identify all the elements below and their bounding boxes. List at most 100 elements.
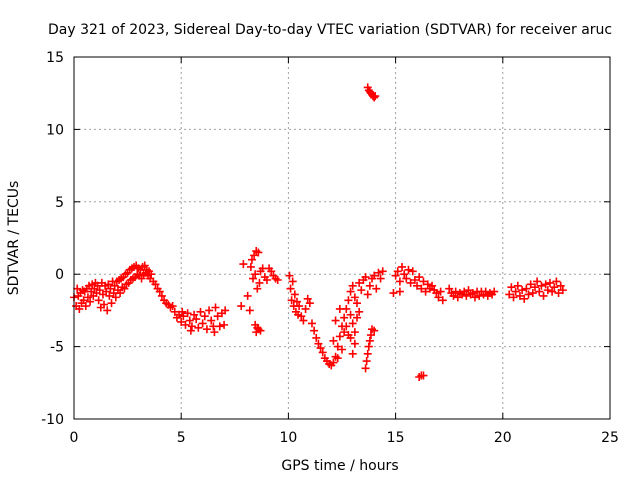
y-axis-label: SDTVAR / TECUs <box>6 181 22 296</box>
data-point <box>515 291 524 300</box>
data-point <box>210 328 219 337</box>
data-point <box>509 293 518 302</box>
data-point <box>366 331 375 340</box>
data-point <box>211 303 220 312</box>
data-point <box>362 357 371 366</box>
data-point <box>287 296 296 305</box>
data-point <box>285 271 294 280</box>
data-point <box>179 312 188 321</box>
data-point <box>370 326 379 335</box>
data-point <box>198 319 207 328</box>
data-point <box>220 320 229 329</box>
data-point <box>361 273 370 282</box>
data-point <box>432 289 441 298</box>
data-point <box>81 302 90 311</box>
data-point <box>417 284 426 293</box>
data-point <box>110 281 119 290</box>
data-point <box>342 322 351 331</box>
data-point <box>106 284 115 293</box>
data-point <box>239 260 248 269</box>
data-point <box>250 251 259 260</box>
data-point <box>288 277 297 286</box>
data-point <box>434 293 443 302</box>
data-point <box>190 310 199 319</box>
x-axis-label: GPS time / hours <box>281 458 398 474</box>
data-point <box>541 280 550 289</box>
data-point <box>410 275 419 284</box>
data-point <box>449 291 458 300</box>
x-tick-label: 0 <box>70 430 79 446</box>
data-point <box>246 262 255 271</box>
data-point <box>415 273 424 282</box>
data-point <box>363 290 372 299</box>
data-point <box>404 265 413 274</box>
data-point <box>286 284 295 293</box>
data-point <box>307 319 316 328</box>
data-point <box>365 336 374 345</box>
data-point <box>170 307 179 316</box>
data-point <box>194 323 203 332</box>
data-point <box>333 342 342 351</box>
data-point <box>558 286 567 295</box>
data-point <box>185 316 194 325</box>
data-point <box>310 326 319 335</box>
data-point <box>104 280 113 289</box>
data-point <box>539 291 548 300</box>
data-point <box>181 320 190 329</box>
y-tick-label: 10 <box>46 122 64 138</box>
data-point <box>505 290 514 299</box>
data-point <box>552 277 561 286</box>
data-point <box>335 332 344 341</box>
x-tick-label: 5 <box>177 430 186 446</box>
data-point <box>556 281 565 290</box>
chart-title: Day 321 of 2023, Sidereal Day-to-day VTE… <box>48 22 612 38</box>
data-point <box>254 248 263 257</box>
data-point <box>215 322 224 331</box>
data-point <box>290 290 299 299</box>
data-point <box>460 287 469 296</box>
data-point <box>245 306 254 315</box>
data-point <box>537 281 546 290</box>
data-point <box>243 291 252 300</box>
data-point <box>267 267 276 276</box>
data-point <box>75 304 84 313</box>
x-tick-label: 25 <box>601 430 619 446</box>
data-point <box>419 371 428 380</box>
data-point <box>350 339 359 348</box>
data-points <box>70 83 567 382</box>
data-point <box>348 319 357 328</box>
data-point <box>355 307 364 316</box>
data-point <box>370 93 379 102</box>
data-point <box>451 287 460 296</box>
data-point <box>314 339 323 348</box>
data-point <box>535 287 544 296</box>
x-tick-label: 20 <box>494 430 512 446</box>
data-point <box>292 297 301 306</box>
data-point <box>151 280 160 289</box>
data-point <box>481 287 490 296</box>
data-point <box>177 317 186 326</box>
data-point <box>464 286 473 295</box>
data-point <box>395 287 404 296</box>
data-point <box>348 349 357 358</box>
data-point <box>255 278 264 287</box>
data-point <box>273 275 282 284</box>
data-point <box>398 262 407 271</box>
data-point <box>178 307 187 316</box>
data-point <box>316 344 325 353</box>
data-point <box>462 291 471 300</box>
data-point <box>262 275 271 284</box>
data-point <box>364 342 373 351</box>
data-point <box>524 290 533 299</box>
x-tick-label: 10 <box>279 430 297 446</box>
data-point <box>402 274 411 283</box>
data-point <box>93 281 102 290</box>
data-point <box>393 267 402 276</box>
data-point <box>301 304 310 313</box>
data-point <box>348 281 357 290</box>
data-point <box>554 289 563 298</box>
data-point <box>318 348 327 357</box>
data-point <box>370 271 379 280</box>
data-point <box>520 294 529 303</box>
